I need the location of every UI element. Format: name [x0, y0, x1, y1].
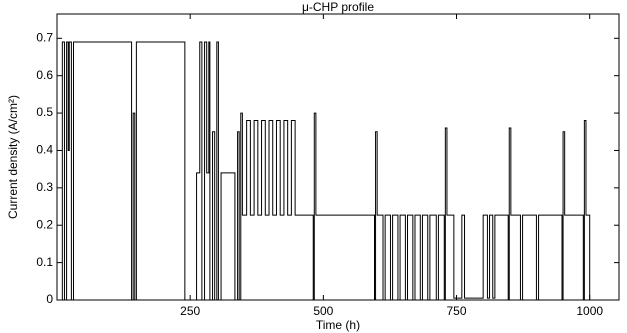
y-tick-label: 0 [46, 292, 53, 306]
y-tick-label: 0.2 [36, 217, 53, 231]
chart-title: μ-CHP profile [302, 0, 374, 14]
x-axis-label: Time (h) [316, 318, 360, 332]
y-axis-label: Current density (A/cm²) [6, 95, 20, 219]
y-tick-label: 0.7 [36, 30, 53, 44]
x-tick-label: 250 [180, 304, 200, 318]
y-tick-label: 0.4 [36, 143, 53, 157]
y-tick-label: 0.3 [36, 180, 53, 194]
plot-frame [56, 13, 620, 301]
x-tick-label: 500 [313, 304, 333, 318]
y-tick-label: 0.5 [36, 105, 53, 119]
y-tick-label: 0.6 [36, 68, 53, 82]
data-line [61, 41, 591, 301]
x-tick-label: 750 [447, 304, 467, 318]
x-tick-label: 1000 [576, 304, 603, 318]
y-tick-label: 0.1 [36, 255, 53, 269]
